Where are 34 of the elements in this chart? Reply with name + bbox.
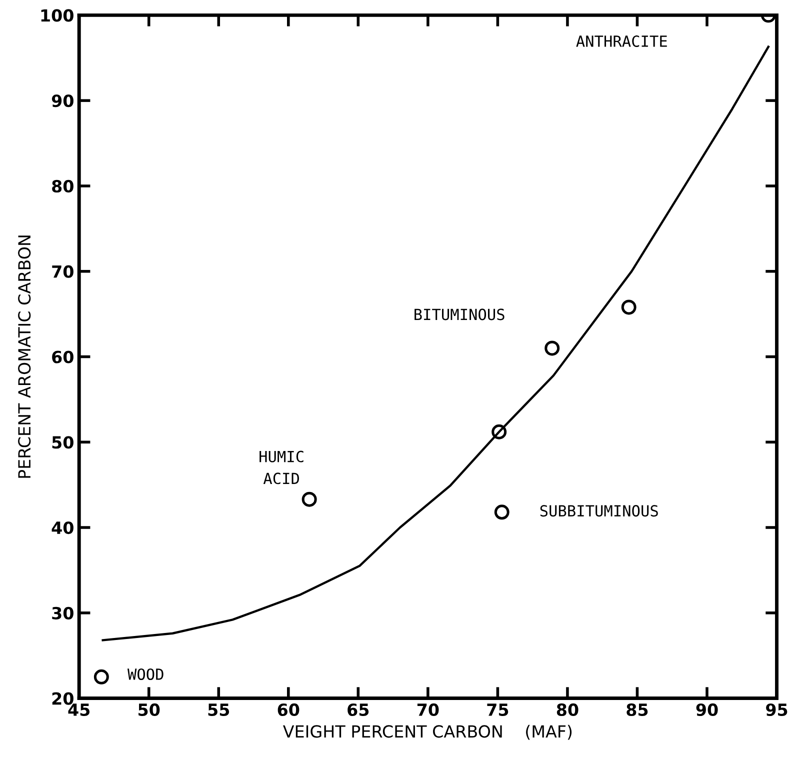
y-tick-label: 90 [52, 94, 74, 108]
y-tick-label: 40 [52, 521, 74, 534]
x-tick-label: 70 [417, 703, 439, 716]
y-tick-label: 70 [52, 265, 74, 278]
y-tick-label: 50 [52, 436, 74, 449]
x-tick-label: 60 [278, 703, 300, 716]
annotation: BITUMINOUS [414, 308, 504, 320]
point [621, 300, 636, 315]
x-tick-label: 90 [696, 703, 718, 716]
x-tick-label: 65 [348, 703, 369, 716]
annotation: HUMIC ACID [260, 450, 304, 484]
y-tick-label: 30 [52, 606, 74, 620]
y-tick-label: 80 [52, 180, 74, 193]
annotation: WOOD [127, 668, 164, 680]
annotation: SUBBITUMINOUS [540, 505, 658, 517]
x-axis-title: VEIGHT PERCENT CARBON (MAF) [282, 724, 572, 740]
line-series [102, 46, 770, 642]
x-tick-label: 80 [556, 703, 578, 716]
point [94, 669, 109, 684]
y-tick-label: 60 [52, 350, 74, 364]
y-tick-label: 100 [41, 9, 74, 22]
point [494, 504, 510, 520]
point [302, 492, 317, 507]
x-tick-label: 75 [487, 704, 508, 716]
y-tick-label: 20 [52, 692, 74, 705]
x-tick-label: 50 [138, 703, 160, 716]
x-tick-label: 55 [208, 704, 230, 716]
point [492, 424, 507, 440]
y-axis-title: PERCENT AROMATIC CARBON [18, 236, 31, 478]
x-tick-label: 95 [766, 703, 788, 716]
x-tick-label: 45 [68, 704, 90, 716]
annotation: ANTHRACITE [576, 35, 667, 47]
x-tick-label: 85 [626, 703, 648, 716]
point [544, 340, 560, 356]
